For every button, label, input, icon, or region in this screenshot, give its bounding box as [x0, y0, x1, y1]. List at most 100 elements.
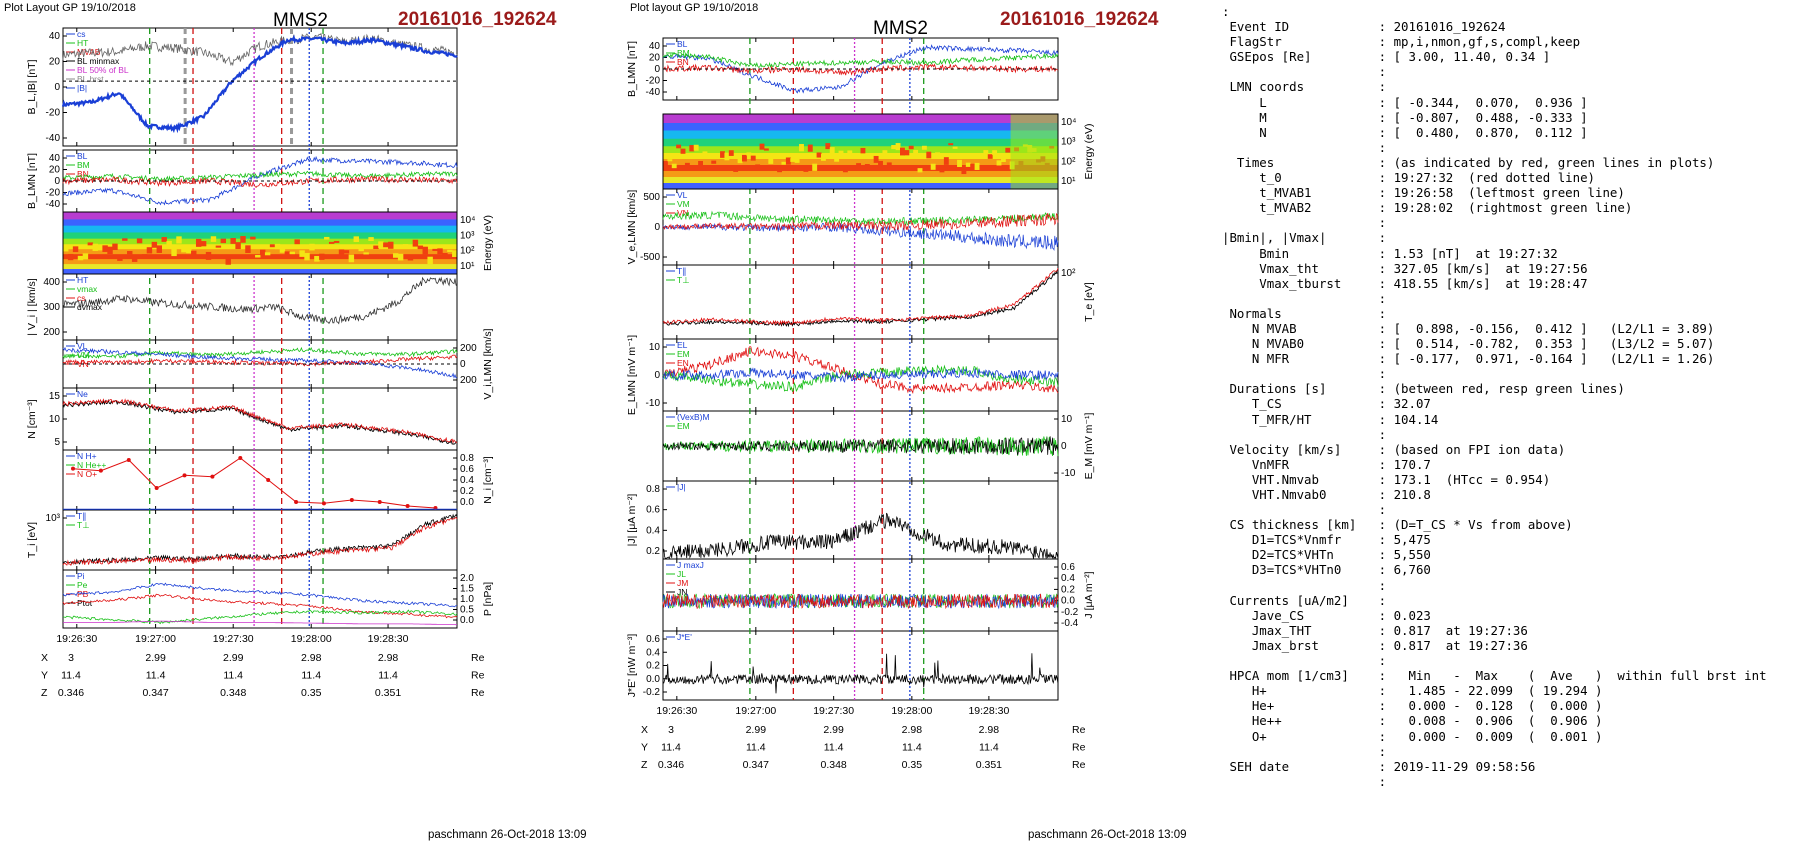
y-tick-label-right: 10³	[1061, 137, 1076, 148]
y-tick-label: -10	[646, 398, 661, 409]
info-line: :	[1222, 653, 1387, 669]
spectrogram-band	[63, 232, 457, 240]
ephem-unit: Re	[471, 652, 485, 664]
spectrogram-cell	[979, 153, 984, 157]
info-line: Jave_CS : 0.023	[1222, 607, 1431, 623]
ephem-unit: Re	[1072, 724, 1086, 736]
spectrogram-cell	[680, 148, 686, 154]
legend-entry: BL minmax	[77, 56, 120, 66]
y-tick-label-right: 1.5	[460, 584, 474, 595]
spectrogram-cell	[171, 248, 177, 257]
y-axis-label: T_i [eV]	[26, 522, 38, 558]
legend-entry: HT	[77, 38, 88, 48]
spectrogram-band	[663, 114, 1058, 124]
y-tick-label-right: 10²	[1061, 156, 1076, 167]
spectrogram-cell	[785, 157, 791, 165]
y-tick-label: 0.0	[646, 674, 660, 685]
legend-entry: Pe	[77, 580, 88, 590]
ephem-unit: Re	[471, 670, 485, 682]
spectrogram-cell	[702, 151, 708, 158]
spectrogram-cell	[210, 236, 217, 242]
y-tick-label-right: 10¹	[1061, 176, 1076, 187]
y-tick-label-right: 0.6	[1061, 562, 1075, 573]
spectrogram-cell	[117, 255, 123, 261]
ephem-label: Y	[41, 670, 48, 682]
spectrogram-cell	[768, 157, 774, 164]
ephem-value: 0.35	[902, 759, 923, 771]
y-tick-label: -40	[46, 199, 61, 210]
ephem-value: 0.347	[743, 759, 769, 771]
spectrogram-cell	[895, 143, 901, 151]
y-tick-label-right: 1.0	[460, 594, 474, 605]
legend-entry: |J|	[677, 482, 686, 492]
spectrogram-cell	[412, 239, 419, 247]
trace-ne-black	[62, 399, 458, 445]
spectrogram-cell	[952, 146, 958, 149]
trace-he-density	[72, 457, 436, 509]
legend-entry: EL	[677, 340, 688, 350]
spectrogram-cell	[737, 158, 743, 164]
spectrogram-cell	[348, 254, 355, 263]
spectrogram-band	[63, 264, 457, 270]
legend-entry: BL	[677, 39, 688, 49]
spectrogram-cell	[926, 151, 932, 159]
spectrogram-cell	[794, 156, 800, 163]
legend-entry: JL	[677, 569, 686, 579]
spectrogram-cell	[72, 246, 79, 253]
y-axis-label-right: P [nPa]	[482, 582, 494, 616]
trace-btotal	[62, 32, 458, 67]
info-line: t_0 : 19:27:32 (red dotted line)	[1222, 170, 1595, 186]
spectrogram-cell	[314, 255, 320, 262]
spectrogram-cell	[724, 152, 730, 161]
ephem-unit: Re	[1072, 742, 1086, 754]
legend-entry: BM	[77, 160, 90, 170]
spectrogram-cell	[245, 245, 251, 254]
legend-entry: BL 50% of BL	[77, 65, 129, 75]
spectrogram-cell	[127, 251, 133, 255]
ephem-value: 11.4	[378, 670, 398, 682]
spectrogram-cell	[225, 256, 231, 265]
y-tick-label: 0	[54, 82, 60, 93]
time-tick-label: 19:26:30	[56, 633, 97, 645]
mid-layout-header: Plot layout GP 19/10/2018	[630, 2, 759, 14]
spectrogram-cell	[215, 245, 222, 248]
info-line: Jmax_THT : 0.817 at 19:27:36	[1222, 622, 1528, 638]
ephem-value: 11.4	[223, 670, 243, 682]
spectrogram-cell	[122, 238, 128, 241]
y-axis-label-right: J [μA m⁻²]	[1083, 571, 1095, 618]
ephem-value: 11.4	[661, 742, 681, 754]
spectrogram-cell	[983, 150, 989, 155]
left-footer: paschmann 26-Oct-2018 13:09	[428, 829, 587, 841]
y-tick-label-right: 0.2	[460, 486, 474, 497]
spectrogram-cell	[821, 153, 826, 161]
trace-te-perp	[662, 269, 1059, 328]
y-tick-label-right: 10²	[1061, 268, 1076, 279]
info-line: He+ : 0.000 - 0.128 ( 0.000 )	[1222, 698, 1603, 714]
time-tick-label: 19:27:00	[135, 633, 176, 645]
info-line: :	[1222, 139, 1387, 155]
spectrogram-cell	[698, 161, 703, 166]
y-tick-label: 400	[43, 277, 60, 288]
spectrogram-cell	[851, 153, 857, 157]
trace-bl	[61, 34, 458, 134]
y-tick-label: -40	[646, 87, 661, 98]
legend-entry: dvmax	[77, 302, 103, 312]
spectrogram-cell	[957, 159, 962, 168]
legend-entry: cs	[77, 293, 86, 303]
y-tick-label-right: 0.8	[460, 453, 474, 464]
spectrogram-cell	[961, 167, 967, 175]
trace-em	[662, 364, 1059, 393]
ephem-label: Z	[641, 759, 648, 771]
spectrogram-cell	[746, 152, 752, 156]
y-tick-label: 0.6	[646, 505, 660, 516]
legend-entry: Ne	[77, 389, 88, 399]
spectrogram-band	[663, 138, 1058, 147]
ephem-value: 3	[68, 652, 74, 664]
y-axis-label-right: E_M [mV m⁻¹]	[1083, 413, 1095, 480]
info-line: VHT.Nmvab : 173.1 (HTcc = 0.954)	[1222, 471, 1551, 487]
info-line: T_CS : 32.07	[1222, 396, 1431, 412]
y-axis-label-right: Energy (eV)	[1083, 123, 1095, 179]
ephem-value: 11.4	[61, 670, 81, 682]
